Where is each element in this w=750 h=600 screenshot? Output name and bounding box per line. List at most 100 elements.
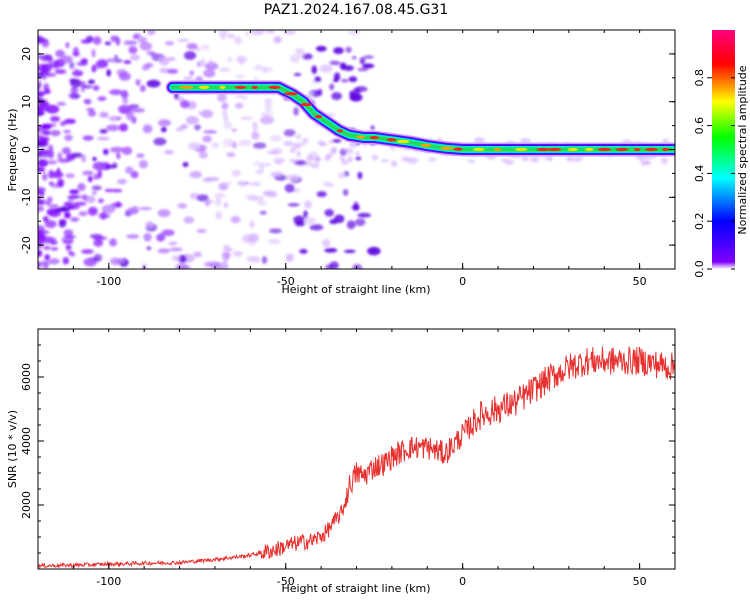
spectrogram-noise-blob [139,41,153,51]
snr-x-axis-label: Height of straight line (km) [281,582,430,595]
spectrogram-noise-blob [39,104,48,112]
spectrogram-noise-blob [120,89,129,99]
spectrogram-noise-blob [50,129,61,137]
spectrogram-ridge-peak [493,147,502,152]
spectrogram-noise-blob [331,92,342,101]
spectrogram-noise-blob [342,189,349,196]
spectrogram-noise-blob [208,59,213,67]
spectrogram-noise-blob [57,178,65,188]
spectrogram-noise-blob [91,185,102,191]
spectrogram-noise-blob [302,138,309,143]
spectrogram-noise-blob [38,98,46,104]
spectrogram-noise-blob [126,111,135,121]
spectrogram-x-ticks: -100 -50 0 50 [37,30,676,288]
spectrogram-noise-blob [252,142,267,149]
colorbar-tick-label: 0.0 [693,260,706,278]
spectrogram-noise-blob [359,57,366,65]
spectrogram-noise-blob [87,206,98,216]
spectrogram-noise-blob [138,159,149,169]
spectrogram-noise-blob [111,162,118,169]
spectrogram-noise-blob [319,142,327,147]
spectrogram-noise-blob [116,69,128,77]
spectrogram-noise-blob [529,156,540,163]
spectrogram-noise-blob [293,72,302,77]
spectrogram-noise-blob [348,76,358,83]
spectrogram-noise-blob [64,235,77,239]
spectrogram-noise-blob [296,150,301,158]
spectrogram-noise-blob [328,60,341,66]
spectrogram-ridge-peak [356,135,365,139]
spectrogram-noise-blob [39,191,45,197]
spectrogram-noise-blob [176,96,184,103]
spectrogram-noise-blob [182,161,189,168]
spectrogram-noise-blob [42,172,48,182]
spectrogram-ridge-peak [440,146,454,150]
spectrogram-noise-blob [38,54,44,60]
spectrogram-noise-blob [235,55,248,63]
spectrogram-noise-blob [142,124,153,134]
spectrogram-noise-blob [306,155,315,162]
spectrogram-noise-blob [196,194,209,202]
spectrogram-noise-blob [234,74,246,79]
spectrogram-noise-blob [53,60,59,70]
spectrogram-noise-blob [130,171,139,179]
spectrogram-noise-blob [329,219,338,225]
spectrogram-noise-blob [227,56,233,63]
spectrogram-noise-blob [87,79,95,85]
spectrogram-noise-blob [205,202,210,206]
spectrogram-noise-blob [219,67,231,72]
spectrogram-noise-blob [168,241,178,246]
spectrogram-noise-blob [92,85,100,91]
spectrogram-noise-blob [645,159,650,166]
spectrogram-noise-blob [347,156,353,163]
spectrogram-noise-blob [226,152,236,158]
snr-series-line [38,346,675,569]
spectrogram-noise-blob [332,139,342,143]
spectrogram-ridge-peak [536,147,550,152]
spectrogram-noise-blob [38,112,45,116]
spectrogram-noise-blob [264,162,272,167]
spectrogram-noise-blob [254,64,263,71]
spectrogram-noise-blob [183,51,197,60]
spectrogram-noise-blob [250,30,265,36]
spectrogram-noise-blob [352,263,363,269]
spectrogram-noise-blob [367,246,381,256]
spectrogram-noise-blob [309,224,324,231]
spectrogram-noise-blob [348,30,361,35]
spectrogram-noise-blob [196,229,207,234]
spectrogram-noise-blob [82,135,94,141]
spectrogram-ridge-peak [585,147,594,152]
spectrogram-noise-blob [42,124,52,130]
spectrogram-noise-blob [41,149,52,159]
spectrogram-ridge-peak [514,147,528,152]
spectrogram-noise-blob [62,256,70,265]
spectrogram-noise-blob [340,159,349,165]
spectrogram-noise-blob [115,201,122,208]
spectrogram-noise-blob [157,248,171,254]
spectrogram-x-axis-label: Height of straight line (km) [281,283,430,296]
spectrogram-noise-blob [189,70,195,76]
colorbar-tick-label: 0.6 [693,117,706,135]
spectrogram-noise-blob [166,68,179,74]
spectrogram-noise-blob [285,253,294,262]
spectrogram-noise-blob [175,127,184,132]
spectrogram-noise-blob [302,216,316,225]
spectrogram-noise-blob [253,161,261,166]
spectrogram-noise-blob [547,156,553,161]
spectrogram-ridge-peak [453,147,463,151]
spectrogram-noise-blob [208,261,221,269]
spectrogram-y-tick-label: -10 [20,188,33,206]
snr-x-tick-label: 50 [633,575,647,588]
spectrogram-noise-blob [167,57,176,61]
spectrogram-x-tick-label: -100 [96,275,121,288]
spectrogram-noise-blob [91,48,96,58]
spectrogram-noise-blob [339,155,345,161]
spectrogram-noise-blob [123,40,138,46]
spectrogram-ridge-peak [268,85,281,89]
spectrogram-noise-blob [230,215,241,224]
spectrogram-noise-blob [222,138,235,148]
spectrogram-noise-blob [100,211,107,220]
spectrogram-noise-blob [133,205,139,214]
spectrogram-noise-blob [246,255,260,262]
snr-x-tick-label: 0 [459,575,466,588]
